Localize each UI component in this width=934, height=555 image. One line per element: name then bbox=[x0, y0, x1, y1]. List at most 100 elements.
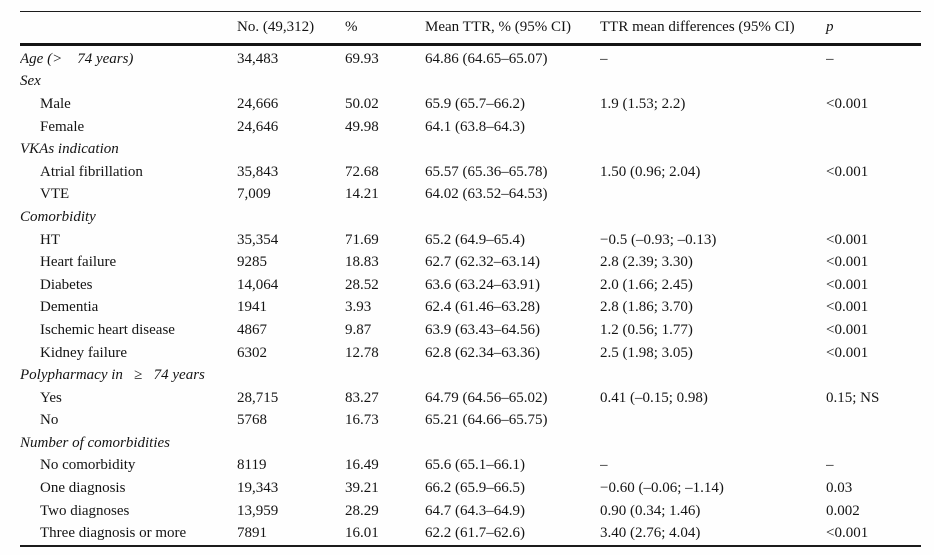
row-label: HT bbox=[40, 231, 60, 248]
cell-p-value: – bbox=[826, 457, 834, 474]
table-row: Female 24,646 49.98 64.1 (63.8–64.3) bbox=[20, 116, 921, 139]
cell-percent: 18.83 bbox=[345, 254, 379, 271]
row-label: Two diagnoses bbox=[40, 502, 130, 519]
cell-p-value: <0.001 bbox=[826, 299, 869, 316]
cell-p-value: <0.001 bbox=[826, 344, 869, 361]
cell-p-value: – bbox=[826, 50, 834, 67]
cell-p-value: <0.001 bbox=[826, 254, 869, 271]
table-row: Sex bbox=[20, 71, 921, 94]
cell-ttr-difference: −0.5 (–0.93; –0.13) bbox=[600, 231, 717, 248]
cell-mean-ttr: 63.9 (63.43–64.56) bbox=[425, 321, 540, 338]
cell-mean-ttr: 62.4 (61.46–63.28) bbox=[425, 299, 540, 316]
cell-count: 35,843 bbox=[237, 163, 279, 180]
cell-count: 6302 bbox=[237, 344, 267, 361]
cell-ttr-difference: 1.50 (0.96; 2.04) bbox=[600, 163, 701, 180]
cell-percent: 28.29 bbox=[345, 502, 379, 519]
col-header-mean-ttr: Mean TTR, % (95% CI) bbox=[425, 11, 600, 46]
cell-count: 28,715 bbox=[237, 389, 279, 406]
cell-p-value: 0.15; NS bbox=[826, 389, 880, 406]
cell-ttr-difference bbox=[600, 116, 826, 139]
cell-mean-ttr: 62.8 (62.34–63.36) bbox=[425, 344, 540, 361]
row-label: Number of comorbidities bbox=[20, 434, 170, 451]
cell-mean-ttr: 65.57 (65.36–65.78) bbox=[425, 163, 548, 180]
cell-mean-ttr: 64.1 (63.8–64.3) bbox=[425, 118, 525, 135]
row-label: Atrial fibrillation bbox=[40, 163, 143, 180]
cell-percent: 72.68 bbox=[345, 163, 379, 180]
cell-p-value: <0.001 bbox=[826, 163, 869, 180]
cell-ttr-difference bbox=[600, 432, 826, 455]
cell-count: 35,354 bbox=[237, 231, 279, 248]
cell-percent: 49.98 bbox=[345, 118, 379, 135]
cell-mean-ttr: 64.79 (64.56–65.02) bbox=[425, 389, 548, 406]
cell-count: 7,009 bbox=[237, 186, 271, 203]
cell-p-value: <0.001 bbox=[826, 276, 869, 293]
cell-ttr-difference: 2.8 (1.86; 3.70) bbox=[600, 299, 693, 316]
cell-ttr-difference bbox=[600, 364, 826, 387]
row-label: Yes bbox=[40, 389, 62, 406]
cell-ttr-difference bbox=[600, 71, 826, 94]
table-row: Comorbidity bbox=[20, 206, 921, 229]
table-row: Age (> 74 years) 34,483 69.93 64.86 (64.… bbox=[20, 45, 921, 71]
cell-percent: 12.78 bbox=[345, 344, 379, 361]
cell-count bbox=[237, 71, 345, 94]
cell-mean-ttr: 65.9 (65.7–66.2) bbox=[425, 95, 525, 112]
row-label: Male bbox=[40, 95, 71, 112]
cell-count bbox=[237, 206, 345, 229]
cell-count bbox=[237, 364, 345, 387]
table-row: VTE 7,009 14.21 64.02 (63.52–64.53) bbox=[20, 184, 921, 207]
cell-count: 24,666 bbox=[237, 95, 279, 112]
cell-p-value bbox=[826, 116, 921, 139]
ttr-statistics-table: No. (49,312) % Mean TTR, % (95% CI) TTR … bbox=[20, 11, 921, 548]
row-label: Three diagnosis or more bbox=[40, 525, 187, 542]
cell-percent bbox=[345, 138, 425, 161]
cell-mean-ttr: 62.7 (62.32–63.14) bbox=[425, 254, 540, 271]
cell-p-value bbox=[826, 364, 921, 387]
table-row: Male 24,666 50.02 65.9 (65.7–66.2) 1.9 (… bbox=[20, 93, 921, 116]
table-row: Yes 28,715 83.27 64.79 (64.56–65.02) 0.4… bbox=[20, 387, 921, 410]
table-row: Heart failure 9285 18.83 62.7 (62.32–63.… bbox=[20, 251, 921, 274]
cell-ttr-difference: 2.5 (1.98; 3.05) bbox=[600, 344, 693, 361]
cell-p-value: <0.001 bbox=[826, 321, 869, 338]
cell-p-value: <0.001 bbox=[826, 95, 869, 112]
cell-mean-ttr bbox=[425, 364, 600, 387]
col-header-no: No. (49,312) bbox=[237, 11, 345, 46]
cell-ttr-difference: 0.90 (0.34; 1.46) bbox=[600, 502, 701, 519]
cell-count: 5768 bbox=[237, 412, 267, 429]
cell-mean-ttr: 63.6 (63.24–63.91) bbox=[425, 276, 540, 293]
cell-percent: 3.93 bbox=[345, 299, 372, 316]
cell-percent bbox=[345, 364, 425, 387]
table-row: Ischemic heart disease 4867 9.87 63.9 (6… bbox=[20, 319, 921, 342]
cell-count: 4867 bbox=[237, 321, 267, 338]
cell-ttr-difference bbox=[600, 206, 826, 229]
cell-ttr-difference: 2.0 (1.66; 2.45) bbox=[600, 276, 693, 293]
table-row: Dementia 1941 3.93 62.4 (61.46–63.28) 2.… bbox=[20, 297, 921, 320]
table-row: Two diagnoses 13,959 28.29 64.7 (64.3–64… bbox=[20, 500, 921, 523]
cell-percent bbox=[345, 206, 425, 229]
row-label: Comorbidity bbox=[20, 208, 96, 225]
row-label: No bbox=[40, 412, 59, 429]
cell-percent: 16.73 bbox=[345, 412, 379, 429]
cell-percent: 9.87 bbox=[345, 321, 372, 338]
cell-ttr-difference: – bbox=[600, 50, 608, 67]
cell-percent bbox=[345, 71, 425, 94]
header-row: No. (49,312) % Mean TTR, % (95% CI) TTR … bbox=[20, 11, 921, 46]
table-row: Diabetes 14,064 28.52 63.6 (63.24–63.91)… bbox=[20, 274, 921, 297]
cell-p-value bbox=[826, 71, 921, 94]
cell-p-value: 0.002 bbox=[826, 502, 860, 519]
table-row: Number of comorbidities bbox=[20, 432, 921, 455]
row-label: VKAs indication bbox=[20, 141, 119, 158]
cell-percent: 28.52 bbox=[345, 276, 379, 293]
cell-ttr-difference: 0.41 (–0.15; 0.98) bbox=[600, 389, 708, 406]
cell-ttr-difference: 3.40 (2.76; 4.04) bbox=[600, 525, 701, 542]
cell-count: 7891 bbox=[237, 525, 267, 542]
row-label: No comorbidity bbox=[40, 457, 136, 474]
cell-percent bbox=[345, 432, 425, 455]
cell-count: 1941 bbox=[237, 299, 267, 316]
row-label: Polypharmacy in ≥ 74 years bbox=[20, 367, 205, 384]
cell-mean-ttr bbox=[425, 206, 600, 229]
cell-count: 9285 bbox=[237, 254, 267, 271]
cell-percent: 69.93 bbox=[345, 50, 379, 67]
table-row: Three diagnosis or more 7891 16.01 62.2 … bbox=[20, 522, 921, 546]
cell-count: 24,646 bbox=[237, 118, 279, 135]
